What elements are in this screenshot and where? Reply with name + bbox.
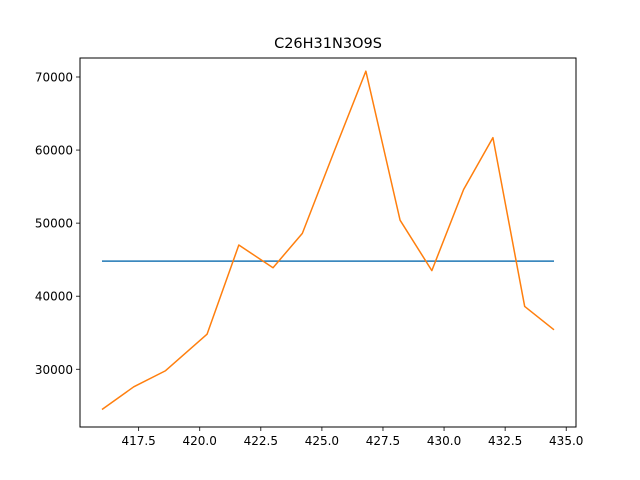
x-tick-label: 435.0 [549,434,583,448]
x-axis: 417.5 420.0 422.5 425.0 427.5 430.0 432.5 435.0 [121,427,583,448]
y-tick-label: 70000 [35,70,73,84]
x-tick-label: 430.0 [427,434,461,448]
y-tick-label: 40000 [35,290,73,304]
x-tick-label: 427.5 [366,434,400,448]
x-tick-label: 420.0 [183,434,217,448]
series-layer [101,70,555,411]
plot-area-frame [79,57,577,428]
series-line-signal [101,70,555,411]
y-tick-label: 60000 [35,144,73,158]
y-tick-label: 50000 [35,217,73,231]
x-tick-label: 425.0 [305,434,339,448]
y-axis: 30000 40000 50000 60000 70000 [35,70,80,377]
y-tick-label: 30000 [35,363,73,377]
x-tick-label: 422.5 [244,434,278,448]
chart-title: C26H31N3O9S [274,36,382,52]
x-tick-label: 432.5 [488,434,522,448]
x-tick-label: 417.5 [121,434,155,448]
